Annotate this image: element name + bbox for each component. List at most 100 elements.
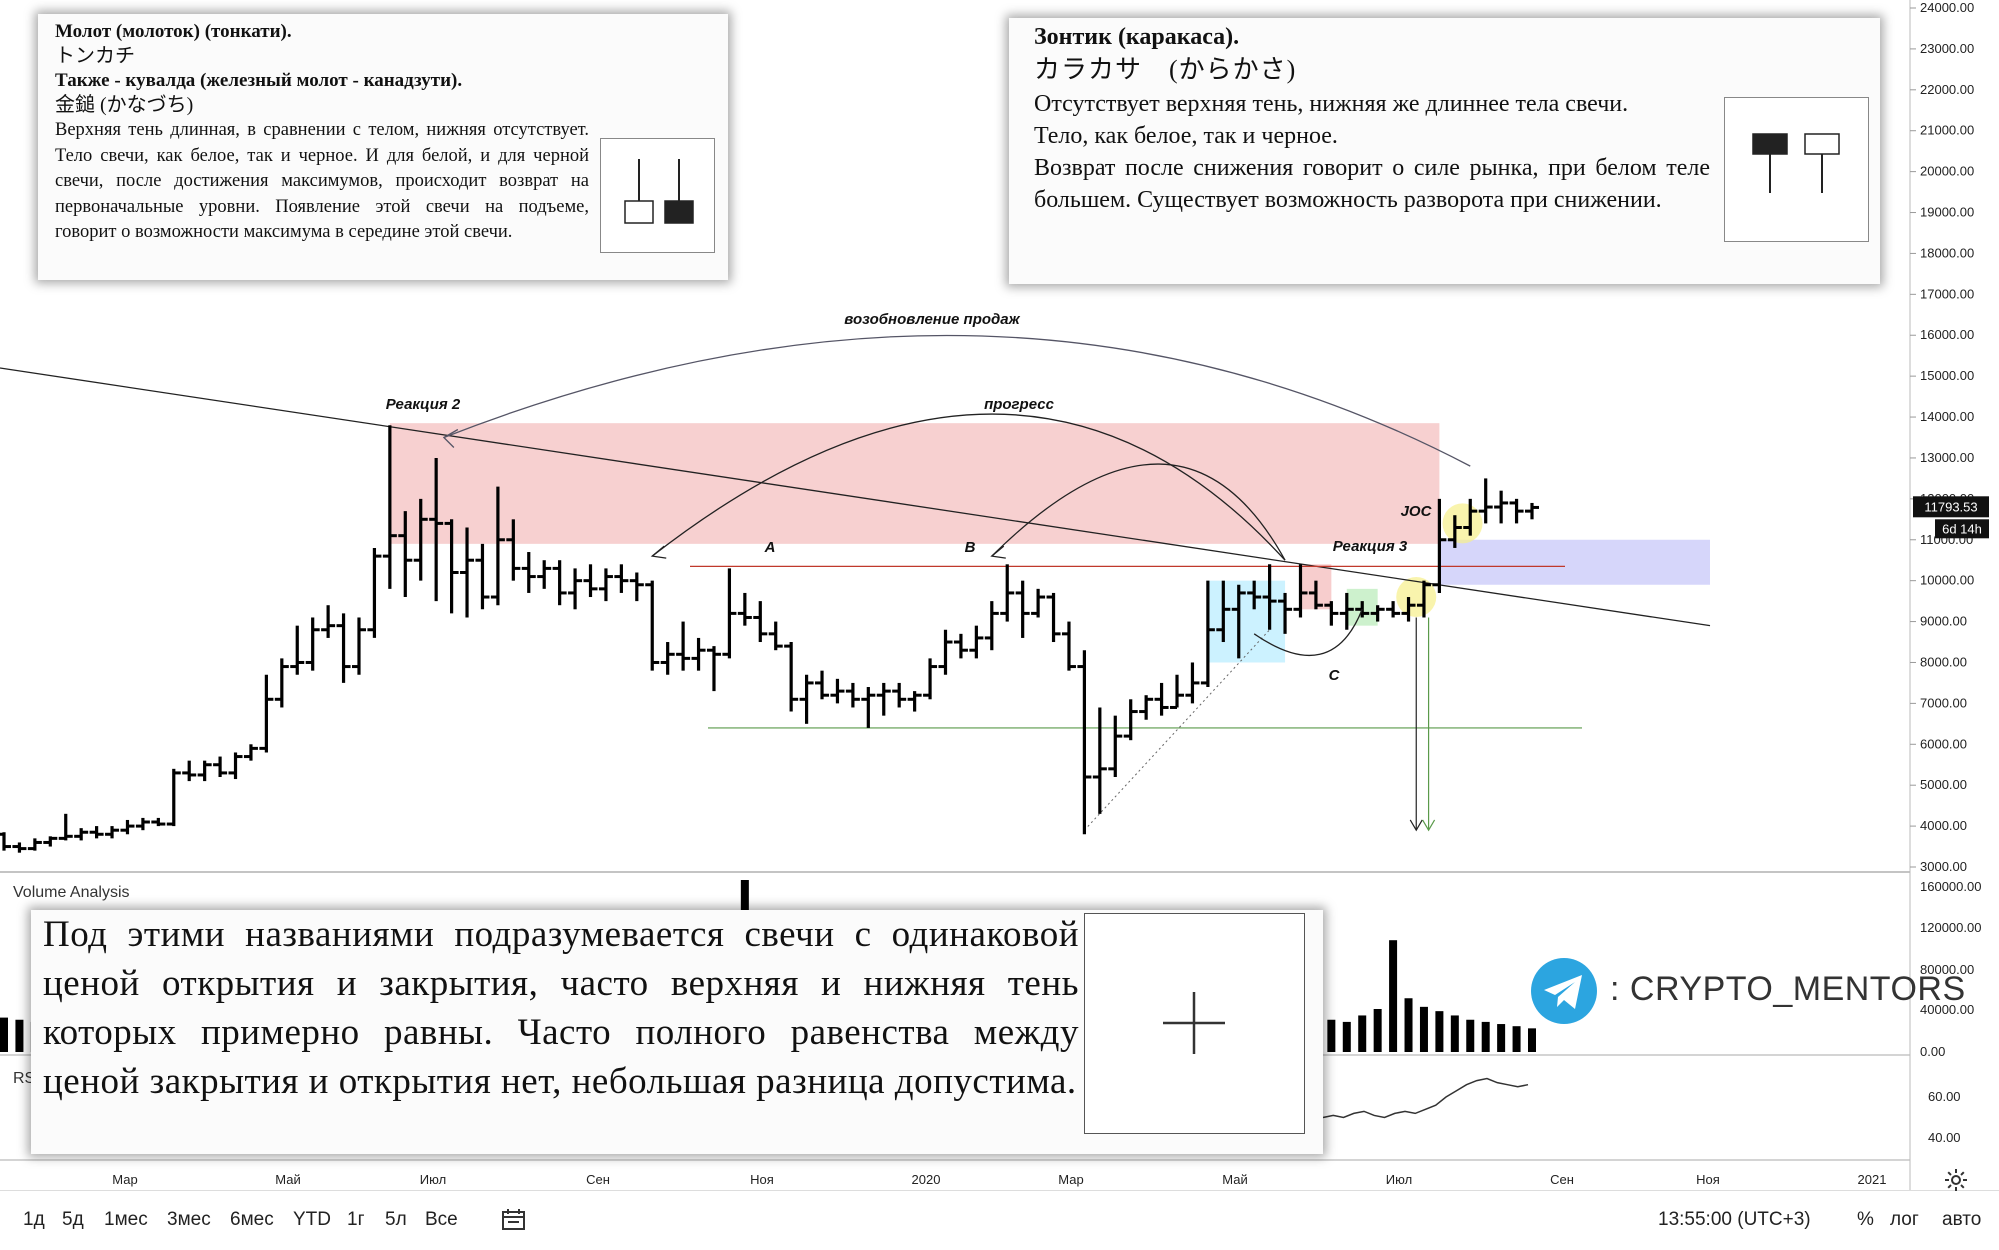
price-tick-label: 3000.00	[1920, 859, 1967, 874]
price-tick-label: 14000.00	[1920, 409, 1974, 424]
volume-tick-label: 0.00	[1920, 1044, 1945, 1059]
time-tick-label: Мар	[112, 1172, 137, 1187]
price-tick-label: 20000.00	[1920, 164, 1974, 179]
umbrella-title: Зонтик (каракаса).	[1034, 24, 1240, 50]
time-tick-label: Мар	[1058, 1172, 1083, 1187]
rsi-polyline	[1322, 1077, 1529, 1119]
point-a-label: A	[764, 539, 776, 556]
umbrella-candle-illustration	[1724, 97, 1869, 242]
sledgehammer-japanese: 金鎚 (かなづち)	[55, 94, 194, 116]
reaction-3-label: Реакция 3	[1333, 538, 1408, 555]
range-1d-button[interactable]: 1д	[23, 1209, 45, 1230]
time-tick-label: Сен	[586, 1172, 610, 1187]
volume-bar	[1358, 1015, 1367, 1052]
time-tick-label: Июл	[1386, 1172, 1412, 1187]
range-1y-button[interactable]: 1г	[347, 1209, 365, 1230]
range-5d-button[interactable]: 5д	[62, 1209, 84, 1230]
time-tick-label: Ноя	[1696, 1172, 1720, 1187]
volume-bar	[1373, 1009, 1382, 1052]
calendar-range-icon[interactable]	[500, 1207, 528, 1238]
clock-time[interactable]: 13:55:00 (UTC+3)	[1658, 1209, 1811, 1230]
countdown-badge	[1935, 519, 1989, 539]
telegram-icon	[1530, 957, 1598, 1030]
range-all-button[interactable]: Все	[425, 1209, 458, 1230]
umbrella-japanese: カラカサ (からかさ)	[1034, 55, 1297, 84]
joc-label: JOC	[1401, 503, 1433, 520]
range-ytd-button[interactable]: YTD	[293, 1209, 331, 1230]
volume-bar	[1528, 1028, 1536, 1052]
volume-tick-label: 80000.00	[1920, 962, 1974, 977]
price-tick-label: 4000.00	[1920, 818, 1967, 833]
range-3m-button[interactable]: 3мес	[167, 1209, 211, 1230]
price-tick-label: 19000.00	[1920, 205, 1974, 220]
volume-tick-label: 120000.00	[1920, 920, 1981, 935]
range-5y-button[interactable]: 5л	[385, 1209, 407, 1230]
chart-annotations: возобновление продаж Реакция 2 прогресс A B Р…	[386, 311, 1471, 684]
doji-candle-panel: Под этими названиями подразумевается све…	[31, 910, 1323, 1154]
current-price-label: 11793.53	[1924, 499, 1977, 514]
supply-zone	[389, 423, 1440, 544]
percent-scale-button[interactable]: %	[1857, 1209, 1874, 1230]
volume-bar	[1327, 1019, 1336, 1052]
price-tick-label: 15000.00	[1920, 368, 1974, 383]
volume-bar	[1389, 940, 1398, 1052]
ohlc-bars	[0, 425, 1539, 853]
reaction-2-label: Реакция 2	[386, 396, 461, 413]
resume-selling-label: возобновление продаж	[844, 311, 1020, 328]
price-tick-label: 16000.00	[1920, 327, 1974, 342]
umbrella-line-2: Тело, как белое, так и черное.	[1034, 123, 1338, 149]
current-price-badge	[1913, 496, 1989, 518]
umbrella-line-1: Отсутствует верхняя тень, нижняя же длин…	[1034, 91, 1629, 117]
volume-analysis-label[interactable]: Volume Analysis	[13, 884, 130, 901]
rising-dotted-line	[1084, 629, 1270, 831]
price-tick-label: 17000.00	[1920, 286, 1974, 301]
c-arc	[1253, 609, 1363, 657]
volume-bar	[1481, 1021, 1490, 1052]
breakout-circle	[1396, 577, 1437, 618]
progress-arc-2	[991, 463, 1286, 561]
point-c-label: C	[1329, 667, 1341, 684]
hammer-title: Молот (молоток) (тонкати).	[55, 21, 292, 42]
rsi-tick-label: 60.00	[1928, 1089, 1961, 1104]
time-tick-label: Июл	[420, 1172, 446, 1187]
gear-icon[interactable]	[1944, 1168, 1968, 1197]
arc-arrowhead	[442, 428, 459, 448]
volume-bar	[1435, 1011, 1444, 1052]
hammer-candle-illustration	[600, 138, 715, 253]
price-tick-label: 23000.00	[1920, 41, 1974, 56]
log-scale-button[interactable]: лог	[1890, 1209, 1919, 1230]
doji-candle-illustration	[1084, 913, 1305, 1134]
price-axis[interactable]: 24000.00 23000.00 22000.00 21000.00 20000.00…	[1910, 0, 1989, 1145]
range-1m-button[interactable]: 1мес	[104, 1209, 148, 1230]
volume-bar	[1450, 1015, 1459, 1052]
time-tick-label: Ноя	[750, 1172, 774, 1187]
price-tick-label: 6000.00	[1920, 736, 1967, 751]
hammer-candle-panel: Молот (молоток) (тонкати). トンカチ Также - …	[38, 14, 728, 280]
time-tick-label: 2021	[1858, 1172, 1887, 1187]
bottom-toolbar: 1д 5д 1мес 3мес 6мес YTD 1г 5л Все 13:55…	[0, 1190, 1999, 1250]
price-tick-label: 13000.00	[1920, 450, 1974, 465]
target-arrowhead	[1422, 819, 1436, 832]
rsi-label[interactable]: RS	[13, 1070, 36, 1087]
accumulation-zone	[1207, 580, 1286, 663]
volume-tick-label: 160000.00	[1920, 879, 1981, 894]
time-axis[interactable]: Мар Май Июл Сен Ноя 2020 Мар Май Июл Сен Ноя 2021	[112, 1172, 1886, 1187]
arc-arrowhead	[650, 545, 667, 559]
time-tick-label: Сен	[1550, 1172, 1574, 1187]
volume-tick-label: 40000.00	[1920, 1002, 1974, 1017]
progress-label: прогресс	[984, 396, 1055, 413]
hammer-description: Верхняя тень длинная, в сравнении с тело…	[55, 120, 589, 242]
price-tick-label: 10000.00	[1920, 573, 1974, 588]
price-tick-label: 21000.00	[1920, 123, 1974, 138]
point-b-label: B	[965, 539, 976, 556]
volume-bar	[1419, 1006, 1428, 1052]
resume-selling-arc	[443, 334, 1471, 467]
umbrella-line-3: Возврат после снижения говорит о силе ры…	[1034, 155, 1710, 213]
trendlines	[0, 367, 1711, 832]
price-tick-label: 22000.00	[1920, 82, 1974, 97]
price-tick-label: 18000.00	[1920, 245, 1974, 260]
descending-trendline	[0, 367, 1711, 627]
range-6m-button[interactable]: 6мес	[230, 1209, 274, 1230]
price-tick-label: 8000.00	[1920, 654, 1967, 669]
auto-scale-button[interactable]: авто	[1942, 1209, 1982, 1230]
